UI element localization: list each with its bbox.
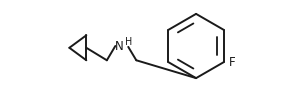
Text: N: N — [115, 40, 124, 53]
Text: H: H — [125, 37, 132, 47]
Text: F: F — [229, 56, 236, 69]
